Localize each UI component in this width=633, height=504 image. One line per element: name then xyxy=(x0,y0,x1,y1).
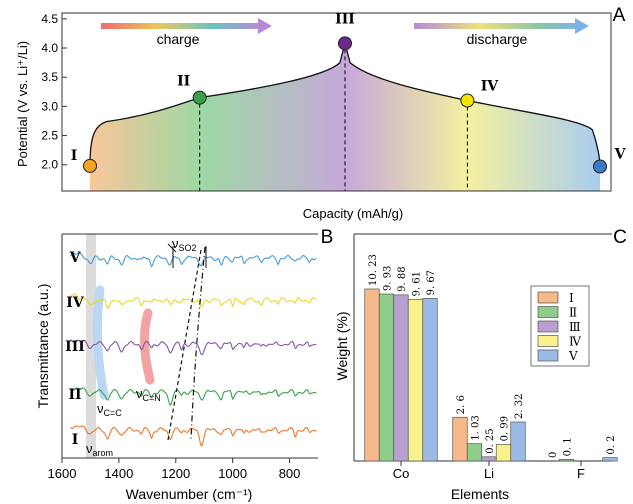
panel-c-bar-Co-2 xyxy=(393,294,409,462)
panel-b-arom-highlight xyxy=(86,234,96,458)
panel-c-legend-label-2: Ⅲ xyxy=(569,320,581,334)
panel-a-point-label-III: III xyxy=(335,11,355,27)
cn-label: νC=N xyxy=(136,386,161,403)
panel-c-bar-Co-3 xyxy=(407,299,424,462)
panel-a-ytick-label: 3.5 xyxy=(41,70,58,84)
panel-b-xtick-label: 800 xyxy=(279,466,301,481)
panel-c-category-Co: Co xyxy=(393,466,410,481)
panel-a-ytick-label: 2.5 xyxy=(41,129,58,143)
panel-c-bar-Li-2 xyxy=(481,456,497,462)
panel-b-series-label-II: II xyxy=(68,387,81,403)
panel-b-series-label-IV: IV xyxy=(66,295,85,311)
panel-b-xlabel: Wavenumber (cm⁻¹) xyxy=(126,486,253,502)
panel-c-legend-swatch-2 xyxy=(537,320,559,333)
panel-b-series-label-V: V xyxy=(69,250,82,266)
panel-c-xlabel: Elements xyxy=(451,486,509,502)
panel-a-ytick-label: 2.0 xyxy=(41,158,58,172)
panel-c-bar-Co-0 xyxy=(364,288,380,462)
panel-c-bar-F-1 xyxy=(558,458,575,462)
panel-b-series-III xyxy=(70,339,317,356)
panel-c-legend-label-0: Ⅰ xyxy=(569,291,574,305)
panel-c-bar-Co-4 xyxy=(422,298,438,462)
panel-c-bar-F-4 xyxy=(602,457,618,462)
discharge-label: discharge xyxy=(467,31,528,47)
panel-b-ylabel: Transmittance (a.u.) xyxy=(35,284,51,409)
charge-arrow xyxy=(101,18,272,34)
panel-c-ylabel: Weight (%) xyxy=(334,312,350,381)
charge-label: charge xyxy=(157,31,200,47)
panel-c-legend-label-3: Ⅳ xyxy=(569,335,582,349)
panel-b-dashdot-guide-2 xyxy=(190,246,206,441)
panel-c-bar-value: 0. 2 xyxy=(606,436,617,455)
panel-b-dash-guide xyxy=(167,249,202,441)
panel-c: 10. 23 9. 93 9. 88 9. 61 9. 67 2. 6 1. 030. 25… xyxy=(334,227,627,502)
panel-a-point-label-II: II xyxy=(177,74,190,90)
panel-b-xtick-label: 1600 xyxy=(48,466,77,481)
panel-a-point-II xyxy=(192,90,207,105)
panel-b-series-I xyxy=(70,425,317,447)
discharge-arrow xyxy=(414,18,589,34)
panel-c-bar-Co-1 xyxy=(378,293,395,462)
panel-a-ytick-label: 4.5 xyxy=(41,12,58,26)
panel-a-xlabel: Capacity (mAh/g) xyxy=(303,206,403,221)
panel-a-point-V xyxy=(593,159,607,174)
panel-a-point-I xyxy=(83,158,97,173)
panel-a-point-III xyxy=(338,36,352,51)
cc-label: νC=C xyxy=(97,401,122,418)
panel-c-bar-value: 9. 93 xyxy=(383,266,394,291)
panel-a-gradient-fill xyxy=(90,43,600,192)
panel-c-legend-label-1: Ⅱ xyxy=(569,306,577,320)
panel-c-legend-swatch-4 xyxy=(537,349,559,362)
panel-c-bar-value: 0. 99 xyxy=(500,416,511,441)
panel-a-letter: A xyxy=(613,5,626,26)
panel-b-xtick-label: 1400 xyxy=(104,466,133,481)
panel-a-frame xyxy=(61,12,612,192)
panel-b-series-V xyxy=(70,252,317,268)
panel-c-bar-value: 9. 88 xyxy=(397,266,408,291)
panel-b-series-label-III: III xyxy=(65,339,85,355)
panel-c-bar-value: 2. 32 xyxy=(514,394,525,419)
panel-b-series-IV xyxy=(70,293,317,310)
panel-b-dashdot-guide xyxy=(167,243,177,253)
panel-b-series-label-I: I xyxy=(72,432,79,448)
panel-c-legend-swatch-3 xyxy=(537,335,559,347)
panel-c-bar-value: 1. 03 xyxy=(471,415,482,440)
panel-a-ylabel: Potential (V vs. Li⁺/Li) xyxy=(15,41,30,167)
arom-label: νarom xyxy=(86,441,113,458)
panel-c-letter: C xyxy=(613,227,627,248)
panel-c-bar-value: 9. 67 xyxy=(426,270,437,295)
panel-a-point-IV xyxy=(460,93,475,108)
panel-c-bar-value: 0 xyxy=(548,452,559,458)
panel-c-legend-swatch-1 xyxy=(537,306,559,318)
panel-c-bar-value: 0. 25 xyxy=(485,428,496,453)
panel-c-category-F: F xyxy=(577,466,585,481)
panel-a-point-label-V: V xyxy=(614,146,627,162)
so2-label: νSO2 xyxy=(172,236,197,253)
panel-c-bar-value: 10. 23 xyxy=(368,254,379,286)
panel-c-legend-swatch-0 xyxy=(537,291,559,304)
panel-a-point-label-IV: IV xyxy=(481,79,500,95)
panel-b-xtick-label: 1000 xyxy=(218,466,247,481)
panel-b-cn-highlight xyxy=(139,308,155,385)
panel-c-category-Li: Li xyxy=(484,466,494,481)
panel-c-bar-Li-1 xyxy=(466,443,483,462)
panel-c-bar-value: 0. 1 xyxy=(563,437,574,456)
panel-b-letter: B xyxy=(321,227,334,248)
panel-c-bar-Li-3 xyxy=(495,444,512,462)
panel-a-voltage-curve xyxy=(89,40,601,167)
panel-c-bar-Li-0 xyxy=(452,416,468,462)
panel-c-bar-value: 9. 61 xyxy=(412,271,423,296)
panel-c-legend-label-4: Ⅴ xyxy=(568,349,578,363)
panel-a: 2.0 2.5 3.0 3.5 4.0 4.5 Potential (V vs. Li⁺/… xyxy=(15,5,627,221)
panel-a-ytick-label: 3.0 xyxy=(41,99,58,113)
panel-b-xtick-label: 1200 xyxy=(161,466,190,481)
panel-c-bar-Li-4 xyxy=(510,421,526,462)
panel-a-point-label-I: I xyxy=(71,148,78,164)
panel-a-ytick-label: 4.0 xyxy=(41,41,58,55)
panel-c-bar-value: 2. 6 xyxy=(456,395,467,414)
